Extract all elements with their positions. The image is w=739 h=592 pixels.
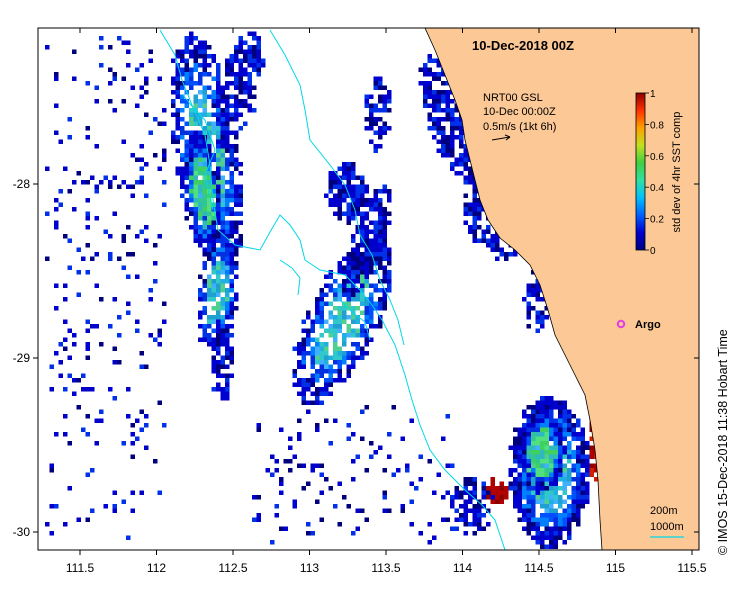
contour-legend: 200m 1000m — [650, 505, 684, 538]
colorbar-ticks: 0 0.2 0.4 0.6 0.8 1 — [645, 89, 664, 257]
x-tick-label: 115.5 — [677, 561, 706, 575]
colorbar-tick-label: 0.2 — [650, 215, 664, 226]
colorbar-ramp — [635, 92, 646, 251]
x-tick-label: 114.5 — [524, 561, 553, 575]
x-tick-label: 111.5 — [66, 561, 95, 575]
x-axis: 111.5 112 112.5 113 113.5 114 114.5 115 115.5 — [66, 28, 707, 575]
y-tick-label: -29 — [13, 351, 31, 365]
colorbar-tick-label: 0.4 — [650, 183, 664, 194]
x-tick-label: 112 — [147, 561, 166, 575]
product-label: NRT00 GSL — [483, 92, 543, 104]
coastline — [424, 28, 603, 550]
y-tick-label: -28 — [13, 177, 31, 191]
y-axis: -28 -29 -30 — [13, 177, 699, 539]
x-tick-label: 113.5 — [371, 561, 400, 575]
argo-float-icon[interactable] — [616, 319, 626, 329]
colorbar-tick-label: 1 — [650, 89, 656, 100]
sst-data-layer — [45, 31, 608, 549]
argo-label: Argo — [635, 319, 661, 331]
vector-scale-arrow — [491, 134, 511, 141]
x-tick-label: 113 — [300, 561, 319, 575]
time-label: 10-Dec 00:00Z — [483, 106, 556, 118]
map-title: 10-Dec-2018 00Z — [472, 38, 574, 53]
colorbar-label: std dev of 4hr SST comp — [671, 112, 683, 233]
argo-marker[interactable]: Argo — [616, 319, 661, 331]
plot-frame — [37, 27, 700, 551]
contour-1000m-label: 1000m — [650, 521, 684, 533]
y-tick-label: -30 — [13, 525, 31, 539]
contour-200m-label: 200m — [650, 505, 678, 517]
land-mass — [425, 28, 699, 550]
vector-scale-label: 0.5m/s (1kt 6h) — [483, 121, 556, 133]
colorbar-tick-label: 0.8 — [650, 120, 664, 131]
x-tick-label: 114 — [453, 561, 472, 575]
credit-text: © IMOS 15-Dec-2018 11:38 Hobart Time — [716, 329, 730, 555]
colorbar-tick-label: 0.6 — [650, 152, 664, 163]
x-tick-label: 112.5 — [218, 561, 247, 575]
bathymetry-contours — [159, 29, 506, 550]
x-tick-label: 115 — [606, 561, 625, 575]
colorbar-tick-label: 0 — [650, 246, 656, 257]
colorbar: 0 0.2 0.4 0.6 0.8 1 std dev of 4hr SST comp — [635, 89, 683, 257]
